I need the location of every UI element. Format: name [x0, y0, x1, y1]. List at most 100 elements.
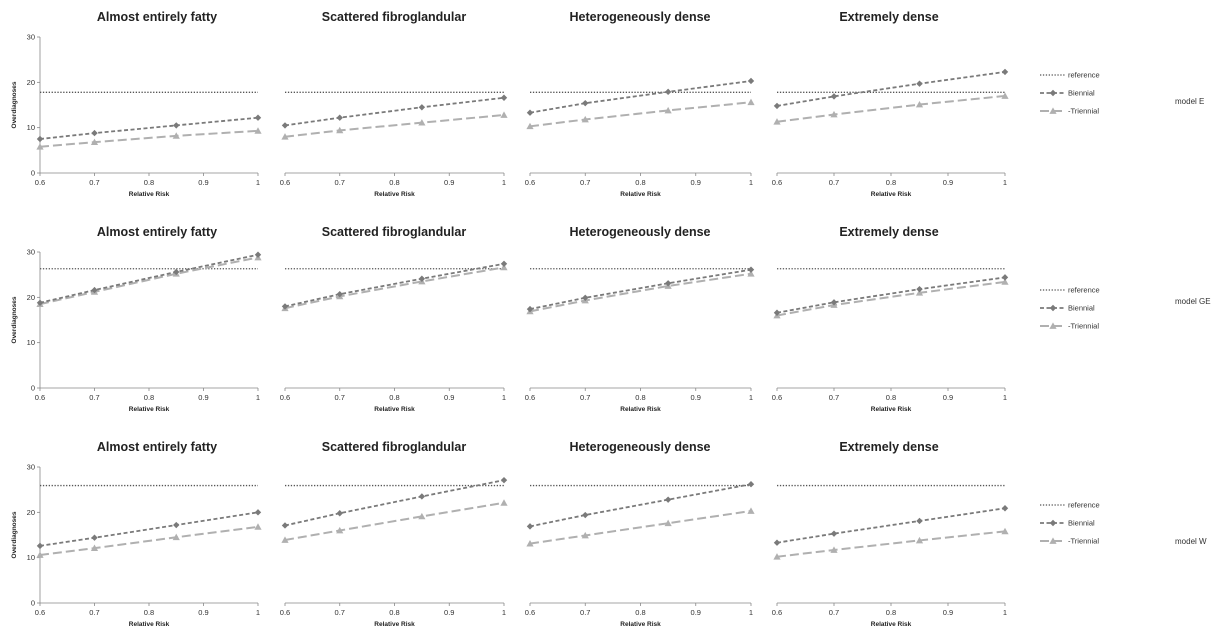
y-tick-label: 20: [27, 508, 35, 517]
triennial-point: [1001, 92, 1009, 99]
biennial-point: [526, 109, 534, 116]
triennial-point: [336, 126, 344, 134]
panel-title: Scattered fibroglandular: [322, 225, 467, 239]
biennial-line: [39, 253, 259, 304]
biennial-line: [529, 80, 752, 114]
x-tick-label: 0.7: [829, 608, 839, 617]
triennial-line: [39, 256, 259, 306]
biennial-point: [173, 122, 180, 129]
y-axis-label: Overdiagnoses: [11, 296, 18, 343]
triennial-point: [281, 536, 289, 543]
biennial-point: [418, 275, 426, 282]
triennial-line: [776, 94, 1006, 123]
x-tick-label: 0.8: [886, 178, 896, 187]
model-label: model GE: [1175, 297, 1211, 306]
biennial-line: [776, 71, 1006, 107]
panel-title: Scattered fibroglandular: [322, 10, 467, 24]
panel-title: Extremely dense: [839, 440, 938, 454]
biennial-point: [36, 135, 44, 143]
x-tick-label: 0.6: [525, 608, 535, 617]
x-tick-label: 0.8: [635, 608, 645, 617]
triennial-point: [1001, 527, 1009, 535]
x-tick-label: 0.8: [144, 178, 154, 187]
biennial-point: [773, 539, 781, 546]
model-row-1: Almost entirely fatty 0 10 20 30 Overdiagnose…: [11, 10, 1204, 198]
y-tick-label: 0: [31, 384, 35, 393]
x-tick-label: 0.6: [525, 393, 535, 402]
biennial-point: [773, 309, 781, 316]
biennial-point: [747, 266, 755, 273]
triennial-point: [36, 143, 44, 150]
triennial-point: [581, 115, 589, 123]
chart-panel: Almost entirely fatty 0 10 20 30 Overdiagnose…: [11, 440, 262, 628]
triennial-point: [526, 540, 534, 547]
legend-label-reference: reference: [1068, 71, 1100, 80]
y-tick-label: 20: [27, 78, 35, 87]
panel-title: Scattered fibroglandular: [322, 440, 467, 454]
biennial-point: [254, 114, 262, 121]
biennial-point: [173, 268, 180, 276]
biennial-point: [526, 305, 534, 313]
triennial-point: [1001, 278, 1009, 285]
biennial-point: [1001, 274, 1009, 281]
biennial-point: [664, 88, 672, 96]
biennial-line: [39, 511, 259, 547]
x-tick-label: 0.8: [389, 178, 399, 187]
x-tick-label: 0.8: [886, 608, 896, 617]
y-tick-label: 0: [31, 169, 35, 178]
biennial-line: [529, 268, 752, 311]
x-tick-label: 0.7: [89, 608, 99, 617]
x-axis-label: Relative Risk: [620, 621, 661, 628]
x-tick-label: 0.9: [943, 393, 953, 402]
x-tick-label: 0.9: [198, 178, 208, 187]
y-axis-label: Overdiagnoses: [11, 511, 18, 558]
triennial-point: [773, 118, 781, 125]
triennial-point: [500, 499, 508, 506]
x-axis-label: Relative Risk: [374, 406, 415, 413]
x-tick-label: 0.8: [389, 608, 399, 617]
legend-label-biennial: Biennial: [1068, 304, 1095, 313]
chart-panel: Heterogeneously dense 0.6 0.7 0.8 0.9 1 Relati…: [525, 440, 755, 628]
x-tick-label: 1: [749, 608, 753, 617]
legend-label-triennial: -Triennial: [1068, 322, 1099, 331]
x-tick-label: 0.9: [943, 178, 953, 187]
legend-marker-triennial: [1049, 322, 1057, 329]
x-tick-label: 1: [502, 393, 506, 402]
chart-panel: Extremely dense 0.6 0.7 0.8 0.9 1 Relative Ris…: [772, 440, 1009, 628]
triennial-point: [915, 536, 924, 544]
panel-title: Almost entirely fatty: [97, 10, 217, 24]
x-tick-label: 0.6: [35, 393, 45, 402]
x-tick-label: 0.8: [886, 393, 896, 402]
x-tick-label: 1: [749, 178, 753, 187]
legend-label-reference: reference: [1068, 501, 1100, 510]
x-tick-label: 0.7: [829, 393, 839, 402]
y-tick-label: 30: [27, 248, 35, 257]
triennial-point: [254, 127, 262, 134]
triennial-line: [529, 272, 752, 313]
triennial-point: [336, 526, 344, 534]
triennial-point: [747, 98, 755, 106]
biennial-line: [284, 262, 505, 308]
triennial-point: [500, 111, 508, 118]
triennial-point: [581, 531, 589, 539]
triennial-point: [500, 263, 508, 271]
triennial-point: [418, 119, 426, 126]
x-tick-label: 0.8: [635, 393, 645, 402]
biennial-point: [36, 542, 44, 550]
x-tick-label: 0.8: [144, 393, 154, 402]
x-tick-label: 1: [1003, 393, 1007, 402]
triennial-line: [529, 509, 752, 545]
biennial-point: [664, 496, 672, 503]
chart-panel: Extremely dense 0.6 0.7 0.8 0.9 1 Relative Ris…: [772, 10, 1009, 198]
x-tick-label: 0.8: [144, 608, 154, 617]
biennial-point: [281, 522, 289, 529]
biennial-point: [91, 286, 98, 294]
triennial-line: [284, 113, 505, 138]
biennial-point: [830, 93, 838, 100]
legend-marker-biennial: [1049, 89, 1057, 97]
x-axis-label: Relative Risk: [871, 191, 912, 198]
model-row-2: Almost entirely fatty 0 10 20 30 Overdiagnose…: [11, 225, 1211, 413]
x-tick-label: 0.9: [691, 393, 701, 402]
biennial-point: [582, 511, 589, 519]
x-tick-label: 0.9: [691, 178, 701, 187]
